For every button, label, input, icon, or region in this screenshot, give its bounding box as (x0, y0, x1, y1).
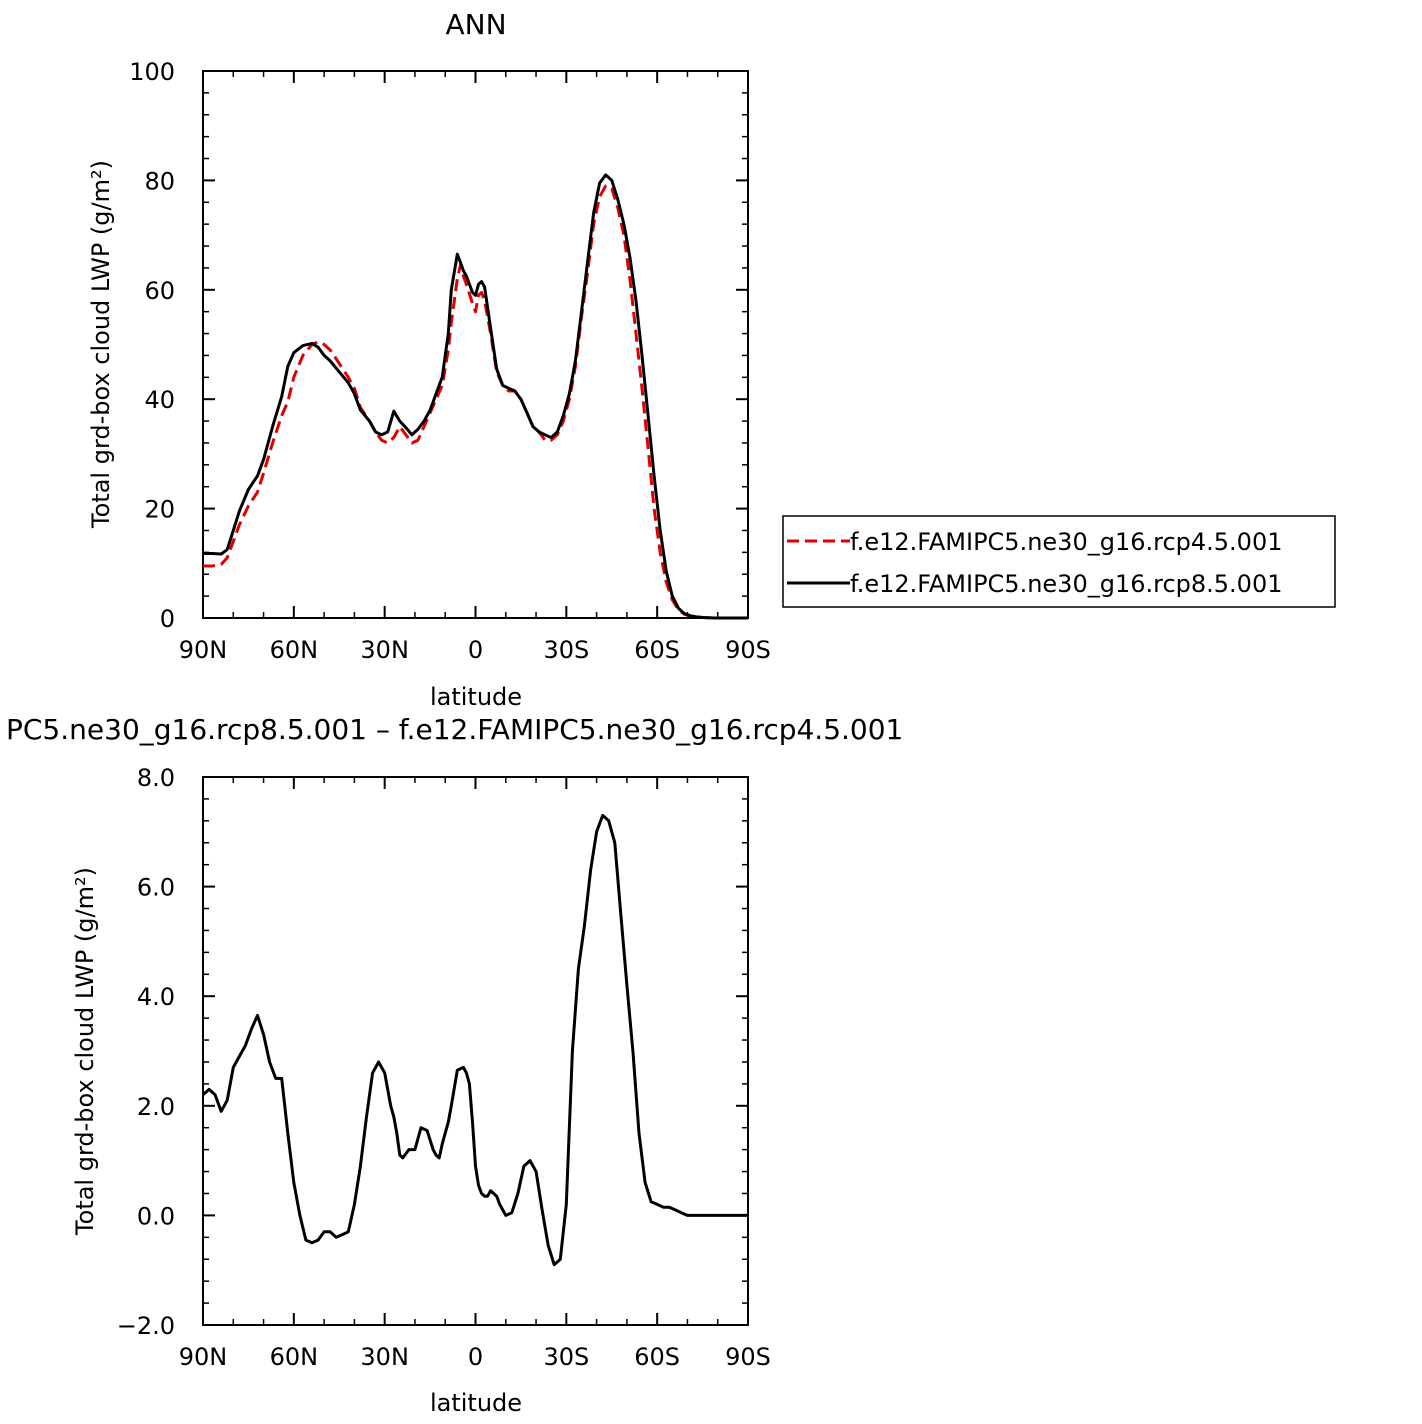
x-tick-label: 0 (468, 1343, 483, 1371)
x-axis-label: latitude (430, 1389, 522, 1417)
legend-entry-rcp85: f.e12.FAMIPC5.ne30_g16.rcp8.5.001 (850, 570, 1283, 598)
x-tick-label: 0 (468, 636, 483, 664)
y-tick-label: 4.0 (137, 983, 175, 1011)
bottom-panel: PC5.ne30_g16.rcp8.5.001 – f.e12.FAMIPC5.… (6, 713, 903, 1417)
legend-entry-rcp45: f.e12.FAMIPC5.ne30_g16.rcp4.5.001 (850, 528, 1283, 556)
y-tick-label: 0 (160, 605, 175, 633)
plot-frame (202, 70, 749, 619)
x-tick-label: 30S (543, 1343, 589, 1371)
plot-area: 90N 60N 30N 0 30S 60S 90S −2.0 0.0 2.0 4.0 6.0 8.0 (117, 764, 771, 1371)
y-tick-label: 60 (144, 277, 175, 305)
x-tick-label: 90N (179, 1343, 228, 1371)
x-tick-label: 30S (543, 636, 589, 664)
x-tick-label: 60N (270, 1343, 319, 1371)
series-line-1 (203, 173, 748, 620)
x-tick-label: 60S (634, 636, 680, 664)
y-tick-label: 80 (144, 167, 175, 195)
y-tick-label: 0.0 (137, 1202, 175, 1230)
x-tick-label: 30N (360, 636, 409, 664)
top-panel: ANN 90N 60N 30N 0 30S 60S 90S 0 20 40 60 80 100 lati… (87, 8, 1336, 711)
x-tick-label: 90S (725, 636, 771, 664)
legend-box (782, 515, 1336, 608)
x-axis-label: latitude (430, 683, 522, 711)
y-tick-label: −2.0 (117, 1312, 175, 1340)
x-tick-label: 60S (634, 1343, 680, 1371)
chart-title: ANN (445, 8, 506, 41)
x-tick-label: 90S (725, 1343, 771, 1371)
x-tick-label: 30N (360, 1343, 409, 1371)
legend: f.e12.FAMIPC5.ne30_g16.rcp4.5.001 f.e12.… (782, 515, 1336, 608)
y-tick-label: 100 (129, 58, 175, 86)
series-line-0 (202, 813, 748, 1267)
y-tick-label: 20 (144, 496, 175, 524)
x-tick-label: 60N (270, 636, 319, 664)
y-tick-label: 6.0 (137, 874, 175, 902)
series-line-0 (203, 184, 748, 620)
plot-frame (202, 776, 749, 1326)
plot-area: 90N 60N 30N 0 30S 60S 90S 0 20 40 60 80 100 (129, 58, 771, 664)
y-tick-label: 40 (144, 386, 175, 414)
y-tick-label: 2.0 (137, 1093, 175, 1121)
chart-title: PC5.ne30_g16.rcp8.5.001 – f.e12.FAMIPC5.… (6, 713, 903, 746)
y-tick-label: 8.0 (137, 764, 175, 792)
x-tick-label: 90N (179, 636, 228, 664)
y-axis-label: Total grd-box cloud LWP (g/m²) (71, 867, 99, 1236)
y-axis-label: Total grd-box cloud LWP (g/m²) (87, 160, 115, 529)
